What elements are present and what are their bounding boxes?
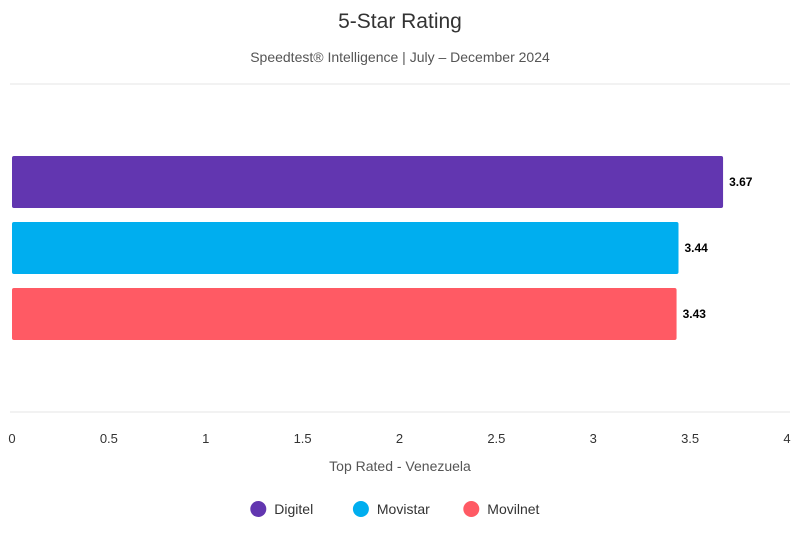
data-label-movilnet: 3.43	[683, 307, 707, 321]
legend-item-movilnet[interactable]: Movilnet	[463, 501, 540, 517]
x-tick-label: 2.5	[487, 431, 505, 446]
legend-marker-digitel	[250, 501, 267, 517]
x-tick-label: 3.5	[681, 431, 699, 446]
bar-movilnet	[12, 288, 677, 340]
data-label-movistar: 3.44	[685, 241, 709, 255]
legend-label-movilnet: Movilnet	[487, 501, 539, 517]
legend-label-digitel: Digitel	[274, 501, 313, 517]
x-axis-title: Top Rated - Venezuela	[329, 458, 471, 474]
bar-digitel	[12, 156, 724, 208]
chart-title: 5-Star Rating	[338, 10, 462, 33]
bars-group: 3.67 3.44 3.43	[12, 156, 753, 340]
x-tick-label: 4	[783, 431, 790, 446]
x-axis-ticks: 0 0.5 1 1.5 2 2.5 3 3.5 4	[8, 431, 790, 446]
x-tick-label: 0.5	[100, 431, 118, 446]
x-tick-label: 2	[396, 431, 403, 446]
legend-item-digitel[interactable]: Digitel	[250, 501, 313, 517]
legend-label-movistar: Movistar	[377, 501, 430, 517]
x-tick-label: 1	[202, 431, 209, 446]
bar-movistar	[12, 222, 679, 274]
legend-marker-movilnet	[463, 501, 480, 517]
x-tick-label: 3	[590, 431, 597, 446]
chart-subtitle: Speedtest® Intelligence | July – Decembe…	[250, 49, 550, 65]
legend-item-movistar[interactable]: Movistar	[352, 501, 430, 517]
x-tick-label: 1.5	[294, 431, 312, 446]
x-tick-label: 0	[8, 431, 15, 446]
data-label-digitel: 3.67	[729, 175, 753, 189]
legend: Digitel Movistar Movilnet	[250, 501, 540, 517]
legend-marker-movistar	[352, 501, 369, 517]
